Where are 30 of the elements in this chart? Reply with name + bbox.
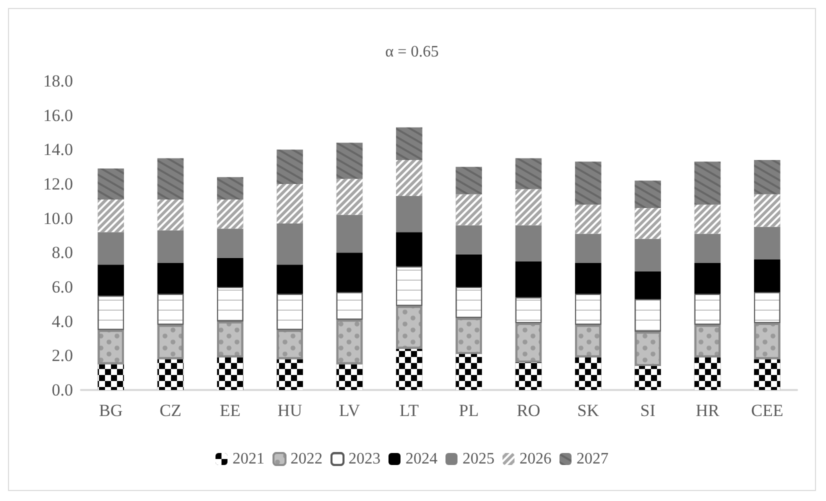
y-tick-label: 4.0 <box>52 312 73 331</box>
y-tick-label: 10.0 <box>43 208 73 228</box>
legend-label: 2024 <box>406 450 438 468</box>
legend-label: 2022 <box>290 450 322 468</box>
y-tick-label: 0.0 <box>52 380 73 400</box>
y-tick-label: 18.0 <box>43 72 73 90</box>
x-tick-label: CEE <box>751 401 784 420</box>
x-tick-label: RO <box>516 401 540 420</box>
legend-label: 2027 <box>576 450 608 468</box>
x-tick-label: LV <box>338 401 361 420</box>
y-tick-label: 12.0 <box>43 174 73 194</box>
legend-label: 2026 <box>520 450 552 468</box>
y-tick-label: 2.0 <box>52 346 73 366</box>
x-tick-label: PL <box>458 401 479 420</box>
x-tick-label: LT <box>400 401 420 420</box>
chart-title: α = 0.65 <box>385 44 439 60</box>
x-tick-label: SK <box>577 401 600 420</box>
y-tick-label: 8.0 <box>52 243 73 262</box>
y-tick-label: 14.0 <box>43 140 73 160</box>
x-tick-label: HR <box>696 401 720 420</box>
x-tick-label: EE <box>220 401 241 420</box>
y-tick-label: 16.0 <box>43 106 73 125</box>
legend-label: 2023 <box>348 450 380 468</box>
legend-label: 2025 <box>462 450 494 468</box>
y-tick-label: 6.0 <box>52 278 73 296</box>
x-tick-label: HU <box>278 401 302 420</box>
x-tick-label: CZ <box>160 401 182 420</box>
x-tick-label: BG <box>99 401 123 420</box>
legend-label: 2021 <box>232 450 264 468</box>
x-tick-label: SI <box>640 401 656 420</box>
